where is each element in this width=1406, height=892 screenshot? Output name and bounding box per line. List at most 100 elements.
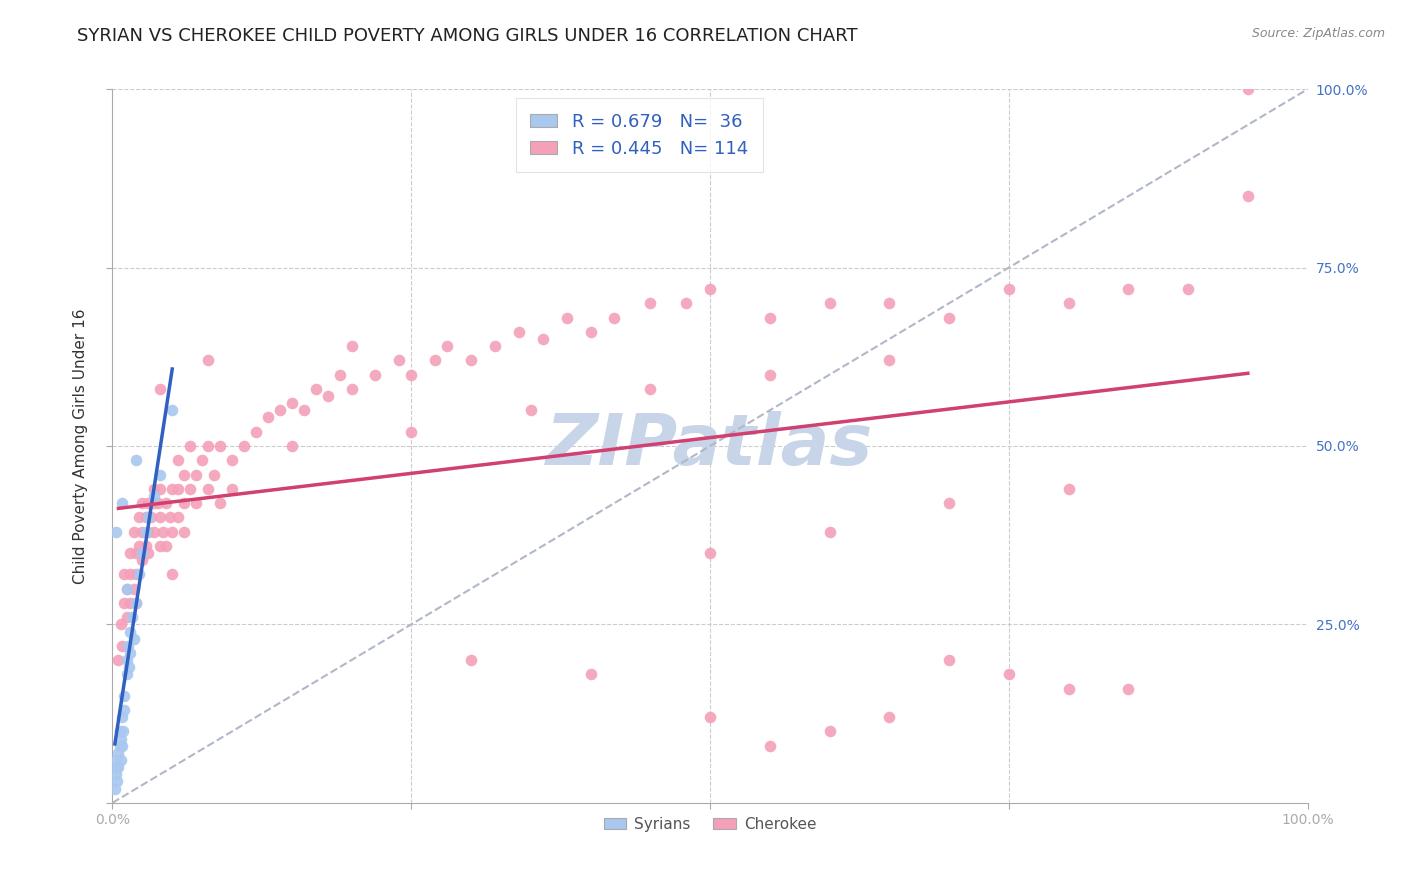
Point xyxy=(125,596,148,610)
Point xyxy=(114,596,135,610)
Point xyxy=(108,739,131,753)
Point xyxy=(149,467,172,482)
Point xyxy=(155,496,177,510)
Point xyxy=(143,482,166,496)
Point xyxy=(146,496,169,510)
Point xyxy=(329,368,352,382)
Point xyxy=(138,510,160,524)
Point xyxy=(879,296,901,310)
Point xyxy=(555,310,578,325)
Point xyxy=(152,524,174,539)
Point xyxy=(125,546,148,560)
Point xyxy=(162,524,183,539)
Point xyxy=(759,368,782,382)
Point xyxy=(149,482,172,496)
Point xyxy=(110,617,132,632)
Point xyxy=(149,382,172,396)
Point xyxy=(120,596,142,610)
Point xyxy=(401,368,423,382)
Point xyxy=(579,325,602,339)
Point xyxy=(202,467,225,482)
Point xyxy=(186,496,208,510)
Point xyxy=(759,310,782,325)
Point xyxy=(460,653,482,667)
Point xyxy=(122,582,145,596)
Point xyxy=(938,653,960,667)
Point xyxy=(162,482,183,496)
Point xyxy=(108,724,131,739)
Point xyxy=(818,724,841,739)
Point xyxy=(104,781,127,796)
Point xyxy=(125,567,148,582)
Point xyxy=(120,646,142,660)
Point xyxy=(603,310,626,325)
Point xyxy=(110,753,132,767)
Point xyxy=(135,539,157,553)
Point xyxy=(281,439,304,453)
Point xyxy=(998,667,1021,681)
Point xyxy=(138,546,160,560)
Point xyxy=(759,739,782,753)
Point xyxy=(879,710,901,724)
Point xyxy=(110,731,132,746)
Point xyxy=(281,396,304,410)
Text: SYRIAN VS CHEROKEE CHILD POVERTY AMONG GIRLS UNDER 16 CORRELATION CHART: SYRIAN VS CHEROKEE CHILD POVERTY AMONG G… xyxy=(77,27,858,45)
Point xyxy=(143,524,166,539)
Point xyxy=(128,510,150,524)
Point xyxy=(120,567,142,582)
Point xyxy=(579,667,602,681)
Point xyxy=(112,724,135,739)
Point xyxy=(879,353,901,368)
Point xyxy=(125,596,148,610)
Point xyxy=(316,389,339,403)
Point xyxy=(209,496,232,510)
Point xyxy=(173,524,195,539)
Point xyxy=(131,496,153,510)
Point xyxy=(115,610,138,624)
Point xyxy=(131,553,153,567)
Point xyxy=(1118,282,1140,296)
Point xyxy=(179,439,201,453)
Point xyxy=(159,510,181,524)
Point xyxy=(938,496,960,510)
Point xyxy=(460,353,482,368)
Point xyxy=(105,753,128,767)
Point xyxy=(131,524,153,539)
Point xyxy=(105,774,128,789)
Point xyxy=(179,482,201,496)
Point xyxy=(699,546,721,560)
Point xyxy=(209,439,232,453)
Point xyxy=(162,403,183,417)
Point xyxy=(998,282,1021,296)
Point xyxy=(531,332,554,346)
Point xyxy=(117,639,139,653)
Point xyxy=(257,410,280,425)
Point xyxy=(128,567,150,582)
Point xyxy=(131,546,153,560)
Legend: Syrians, Cherokee: Syrians, Cherokee xyxy=(598,811,823,838)
Point xyxy=(155,539,177,553)
Point xyxy=(107,760,129,774)
Point xyxy=(197,353,219,368)
Point xyxy=(221,482,243,496)
Point xyxy=(364,368,387,382)
Point xyxy=(149,510,172,524)
Point xyxy=(114,689,135,703)
Point xyxy=(105,760,128,774)
Point xyxy=(197,439,219,453)
Point xyxy=(269,403,291,417)
Point xyxy=(699,282,721,296)
Point xyxy=(221,453,243,467)
Point xyxy=(121,610,143,624)
Point xyxy=(167,453,190,467)
Point xyxy=(340,339,363,353)
Point xyxy=(139,510,162,524)
Point xyxy=(122,524,145,539)
Point xyxy=(340,382,363,396)
Point xyxy=(114,567,135,582)
Point xyxy=(105,767,128,781)
Point xyxy=(233,439,256,453)
Point xyxy=(938,310,960,325)
Point xyxy=(818,524,841,539)
Point xyxy=(186,467,208,482)
